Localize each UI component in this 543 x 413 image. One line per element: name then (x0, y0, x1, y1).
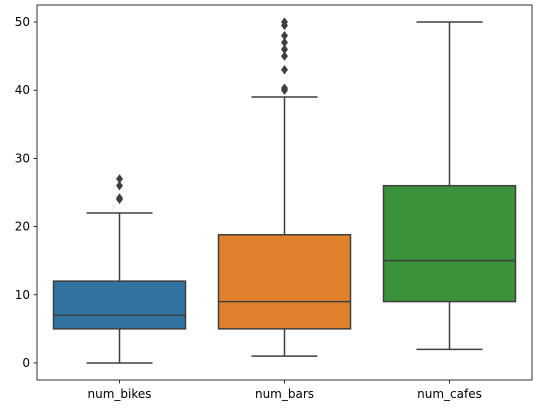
outlier-point (281, 37, 288, 48)
y-tick-label: 0 (22, 356, 30, 370)
y-tick-label: 40 (15, 83, 30, 97)
box-series (52, 17, 517, 364)
x-tick-label: num_cafes (417, 387, 482, 401)
y-tick-label: 30 (15, 151, 30, 165)
iqr-box (217, 234, 352, 330)
outlier-point (116, 193, 123, 203)
outlier-point (281, 83, 288, 93)
y-tick-label: 20 (15, 220, 30, 234)
box-num_bikes (52, 174, 187, 364)
outlier-point (281, 31, 288, 41)
outlier-point (116, 181, 123, 191)
outlier-point (281, 44, 288, 54)
iqr-box (382, 184, 517, 303)
outlier-point (281, 65, 288, 75)
box-num_bars (217, 17, 352, 357)
outlier-point (281, 17, 288, 27)
y-tick-label: 50 (15, 15, 30, 29)
iqr-box (52, 280, 187, 330)
box-num_cafes (382, 21, 517, 351)
x-tick-label: num_bars (255, 387, 314, 401)
y-tick-label: 10 (15, 288, 30, 302)
x-tick-label: num_bikes (87, 387, 151, 401)
x-axis: num_bikes num_bars num_cafes (87, 380, 482, 401)
plot-frame (36, 4, 533, 381)
y-axis: 0 10 20 30 40 50 (15, 15, 37, 370)
outlier-point (116, 174, 123, 184)
outlier-point (281, 51, 288, 61)
